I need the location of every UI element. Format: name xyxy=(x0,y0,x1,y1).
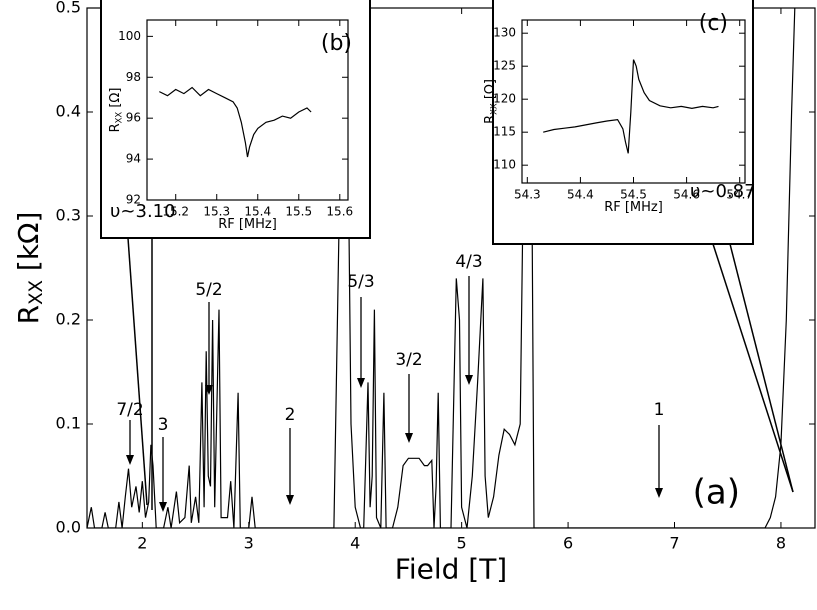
arrow-head xyxy=(465,375,473,385)
x-tick-label: 15.3 xyxy=(203,205,230,219)
x-tick-label: 15.4 xyxy=(244,205,271,219)
annotation: 3/2 xyxy=(395,350,422,370)
panel-label: (b) xyxy=(321,31,352,56)
x-tick-label: 2 xyxy=(137,534,147,553)
inset-frame xyxy=(100,0,371,239)
y-tick-label: 0.0 xyxy=(56,518,81,537)
x-tick-label: 54.5 xyxy=(620,188,647,202)
y-tick-label: 115 xyxy=(493,125,516,139)
annotation: 4/3 xyxy=(455,252,482,272)
connector xyxy=(127,237,148,506)
y-title-unit: [Ω] xyxy=(483,79,498,103)
y-tick-label: 0.2 xyxy=(56,310,81,329)
inset-frame xyxy=(492,0,754,245)
y-tick-label: 0.4 xyxy=(56,102,81,121)
data-line xyxy=(543,59,719,154)
x-tick-label: 15.6 xyxy=(326,205,353,219)
y-tick-label: 120 xyxy=(493,92,516,106)
arrow-head xyxy=(655,488,663,498)
annotation: 3 xyxy=(158,415,169,435)
connector xyxy=(729,243,794,493)
panel-label: (c) xyxy=(699,11,728,36)
plot-frame xyxy=(146,19,349,201)
arrow-head xyxy=(405,433,413,443)
x-axis-title: RF [MHz] xyxy=(604,200,663,215)
data-line xyxy=(159,86,312,158)
connector xyxy=(712,243,794,493)
annotation: 7/2 xyxy=(116,400,143,420)
x-tick-label: 8 xyxy=(776,534,786,553)
x-tick-label: 54.6 xyxy=(673,188,700,202)
arrow-head xyxy=(357,378,365,388)
y-title-sub: XX xyxy=(113,112,123,124)
y-tick-label: 110 xyxy=(493,158,516,172)
y-axis-title: RXX [Ω] xyxy=(108,88,123,133)
x-tick-label: 54.4 xyxy=(567,188,594,202)
x-tick-label: 7 xyxy=(669,534,679,553)
y-tick-label: 100 xyxy=(118,29,141,43)
y-tick-label: 98 xyxy=(126,70,141,84)
y-title-unit: [kΩ] xyxy=(12,212,45,280)
x-axis-title: RF [MHz] xyxy=(218,217,277,232)
panel: 54.3 54.4 54.5 54.6 54.7 110 115 120 125 130 RF [M… xyxy=(483,0,756,245)
x-tick-label: 6 xyxy=(563,534,573,553)
annotation: 5/2 xyxy=(195,280,222,300)
data-line xyxy=(87,8,796,528)
x-axis-title: Field [T] xyxy=(395,553,507,586)
y-title-unit: [Ω] xyxy=(108,88,123,112)
plot-frame xyxy=(521,19,746,184)
y-title-main: R xyxy=(483,115,498,124)
arrow-head xyxy=(159,502,167,512)
annotation: υ~0.87 xyxy=(690,181,756,202)
x-tick-label: 15.5 xyxy=(285,205,312,219)
annotation: 1 xyxy=(654,400,665,420)
x-tick-label: 3 xyxy=(244,534,254,553)
annotation: 2 xyxy=(285,405,296,425)
y-title-sub: XX xyxy=(488,103,498,115)
y-tick-label: 125 xyxy=(493,59,516,73)
annotation: υ~3.10 xyxy=(110,201,176,222)
y-title-main: R xyxy=(12,305,45,324)
annotation: 5/3 xyxy=(347,272,374,292)
x-tick-label: 15.2 xyxy=(162,205,189,219)
y-tick-label: 0.1 xyxy=(56,414,81,433)
y-title-main: R xyxy=(108,123,123,132)
y-tick-label: 0.3 xyxy=(56,206,81,225)
x-tick-label: 5 xyxy=(457,534,467,553)
arrow-head xyxy=(126,455,134,465)
arrow-head xyxy=(205,385,213,395)
y-tick-label: 96 xyxy=(126,111,141,125)
y-tick-label: 130 xyxy=(493,26,516,40)
x-tick-label: 54.3 xyxy=(514,188,541,202)
x-tick-label: 4 xyxy=(350,534,360,553)
x-tick-label: 54.7 xyxy=(726,188,753,202)
panel: 15.2 15.3 15.4 15.5 15.6 92 94 96 98 100 RF [MHz] R… xyxy=(100,0,371,239)
y-tick-label: 92 xyxy=(126,193,141,207)
y-axis-title: RXX [Ω] xyxy=(483,79,498,124)
y-axis-title: RXX [kΩ] xyxy=(12,212,47,325)
y-title-sub: XX xyxy=(26,280,47,305)
panel-label: (a) xyxy=(693,473,740,513)
y-tick-label: 0.5 xyxy=(56,0,81,17)
arrow-head xyxy=(286,495,294,505)
y-tick-label: 94 xyxy=(126,152,141,166)
